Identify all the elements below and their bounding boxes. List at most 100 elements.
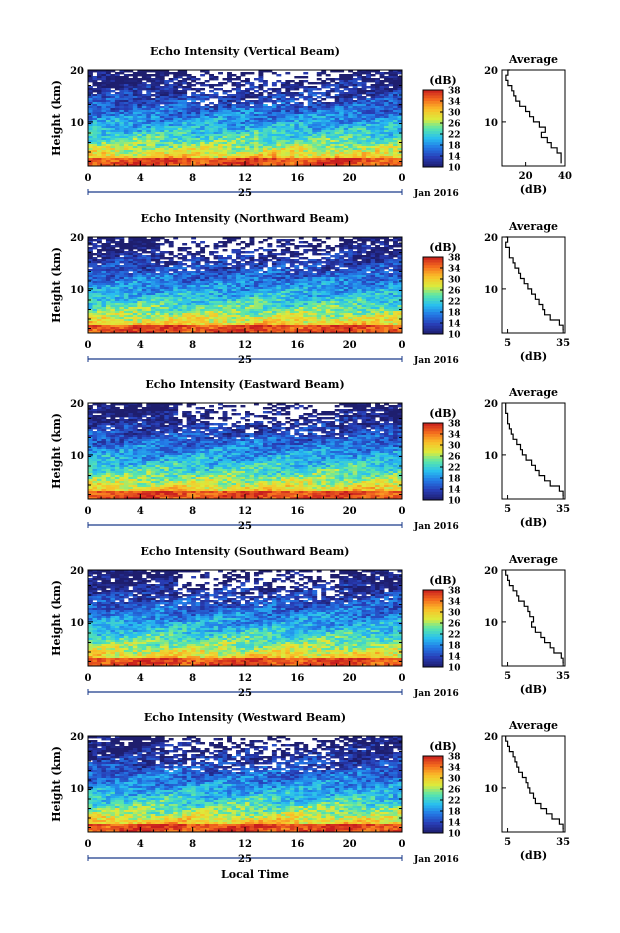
heatmap-cell xyxy=(249,251,254,253)
heatmap-cell xyxy=(366,239,371,241)
heatmap-cell xyxy=(223,249,228,251)
heatmap-cell xyxy=(335,90,340,92)
heatmap-cell xyxy=(249,96,254,98)
heatmap-cell xyxy=(227,80,232,82)
heatmap-cell xyxy=(200,88,205,90)
colorbar-unit: (dB) xyxy=(429,74,456,87)
heatmap-cell xyxy=(272,257,277,259)
heatmap-cell xyxy=(366,80,371,82)
heatmap-cell xyxy=(245,72,250,74)
heatmap-cell xyxy=(200,100,205,102)
heatmap-cell xyxy=(366,247,371,249)
heatmap-cell xyxy=(258,247,263,249)
date-label: Jan 2016 xyxy=(413,189,459,199)
heatmap-cell xyxy=(92,253,97,255)
heatmap-cell xyxy=(281,86,286,88)
heatmap-cell xyxy=(353,96,358,98)
heatmap-cell xyxy=(92,84,97,86)
heatmap-cell xyxy=(160,261,165,263)
average-y-tick-label: 20 xyxy=(484,66,498,77)
heatmap-cell xyxy=(276,253,281,255)
heatmap-cell xyxy=(151,74,156,76)
heatmap-cell xyxy=(353,241,358,243)
heatmap-cell xyxy=(312,82,317,84)
heatmap-cell xyxy=(160,82,165,84)
heatmap-cell xyxy=(290,80,295,82)
heatmap-cell xyxy=(389,265,394,267)
heatmap-cell xyxy=(205,80,210,82)
heatmap-cell xyxy=(303,80,308,82)
heatmap-cell xyxy=(326,74,331,76)
heatmap-cell xyxy=(223,78,228,80)
heatmap-cell xyxy=(303,76,308,78)
colorbar-tick-label: 14 xyxy=(448,153,461,163)
heatmap-cell xyxy=(218,241,223,243)
heatmap-cell xyxy=(146,251,151,253)
heatmap-cell xyxy=(187,259,192,261)
heatmap-cell xyxy=(223,245,228,247)
heatmap-cell xyxy=(218,88,223,90)
heatmap-cell xyxy=(97,255,102,257)
heatmap-cell xyxy=(285,261,290,263)
heatmap-cell xyxy=(151,94,156,96)
heatmap-cell xyxy=(393,245,398,247)
heatmap-cell xyxy=(344,255,349,257)
heatmap-cell xyxy=(299,253,304,255)
heatmap-cell xyxy=(317,82,322,84)
heatmap-cell xyxy=(272,90,277,92)
heatmap-cell xyxy=(326,253,331,255)
heatmap-cell xyxy=(389,239,394,241)
heatmap-cell xyxy=(187,247,192,249)
heatmap-cell xyxy=(218,245,223,247)
heatmap-cell xyxy=(330,249,335,251)
heatmap-cell xyxy=(326,96,331,98)
colorbar-swatch xyxy=(423,96,443,99)
heatmap-cell xyxy=(294,255,299,257)
heatmap-cell xyxy=(200,267,205,269)
heatmap-cell xyxy=(241,98,246,100)
heatmap-cell xyxy=(218,72,223,74)
colorbar-tick-label: 38 xyxy=(448,87,461,97)
heatmap-cell xyxy=(245,257,250,259)
heatmap-cell xyxy=(205,245,210,247)
panel-1: Echo Intensity (Vertical Beam)2010Height… xyxy=(50,45,572,199)
heatmap-cell xyxy=(339,251,344,253)
heatmap-cell xyxy=(155,269,160,271)
heatmap-cell xyxy=(182,74,187,76)
heatmap-cell xyxy=(214,247,219,249)
heatmap-cell xyxy=(303,257,308,259)
heatmap-cell xyxy=(263,249,268,251)
heatmap-cell xyxy=(357,257,362,259)
heatmap-cell xyxy=(272,249,277,251)
heatmap-cell xyxy=(205,72,210,74)
colorbar-swatch xyxy=(423,115,443,118)
heatmap-cell xyxy=(200,251,205,253)
heatmap-cell xyxy=(290,255,295,257)
heatmap-cell xyxy=(182,249,187,251)
heatmap-cell xyxy=(375,72,380,74)
heatmap-cell xyxy=(344,88,349,90)
heatmap-cell xyxy=(263,239,268,241)
heatmap-cell xyxy=(353,247,358,249)
heatmap-cell xyxy=(321,261,326,263)
heatmap-cell xyxy=(88,265,93,267)
heatmap-cell xyxy=(227,263,232,265)
y-axis-label: Height (km) xyxy=(50,80,63,156)
heatmap-cell xyxy=(200,259,205,261)
heatmap-cell xyxy=(294,94,299,96)
heatmap-cell xyxy=(276,241,281,243)
heatmap-cell xyxy=(236,78,241,80)
heatmap-cell xyxy=(357,84,362,86)
heatmap-cell xyxy=(214,78,219,80)
heatmap-cell xyxy=(191,267,196,269)
colorbar-swatch xyxy=(423,151,443,154)
heatmap-cell xyxy=(335,263,340,265)
heatmap-cell xyxy=(272,96,277,98)
heatmap-cell xyxy=(196,78,201,80)
heatmap-cell xyxy=(245,82,250,84)
average-y-tick-label: 10 xyxy=(484,118,498,129)
colorbar-swatch xyxy=(423,137,443,140)
heatmap-cell xyxy=(312,253,317,255)
heatmap-cell xyxy=(344,247,349,249)
